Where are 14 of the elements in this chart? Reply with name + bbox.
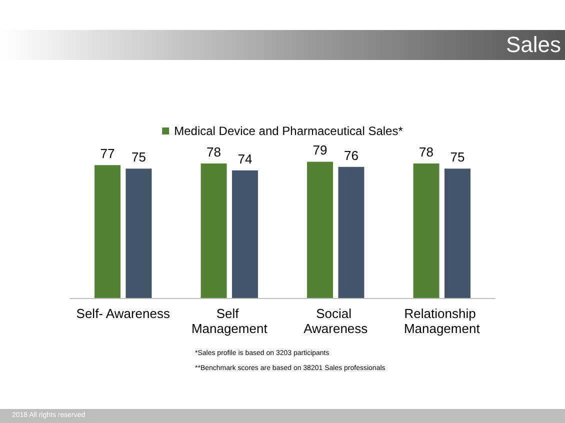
data-label: 78: [206, 144, 222, 160]
legend-label: Medical Device and Pharmaceutical Sales*: [174, 124, 404, 138]
data-label: 75: [450, 150, 465, 165]
data-label: 78: [419, 144, 434, 160]
data-label: 75: [131, 150, 146, 165]
data-label: 74: [238, 151, 252, 166]
data-label: 79: [312, 142, 328, 158]
data-label: 77: [100, 146, 115, 162]
x-tick-label: Self Management: [191, 306, 268, 336]
data-label: 76: [344, 148, 358, 163]
x-tick-label: Self- Awareness: [76, 306, 170, 321]
chart-title: Sales: [506, 32, 561, 58]
x-tick-label: Social Awareness: [304, 306, 368, 336]
x-tick-label: Relationship Management: [404, 306, 480, 336]
